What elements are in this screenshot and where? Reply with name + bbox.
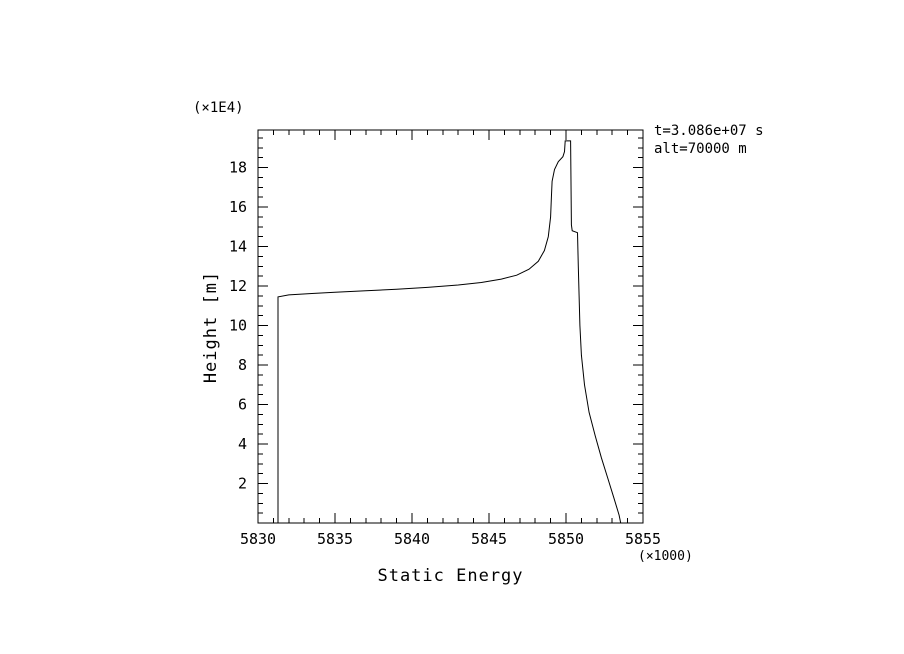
y-axis-unit-multiplier: (×1E4) bbox=[193, 100, 244, 116]
y-tick-label: 14 bbox=[229, 238, 247, 256]
y-tick-label: 6 bbox=[238, 396, 247, 414]
y-tick-label: 16 bbox=[229, 198, 247, 216]
annotation-time: t=3.086e+07 s bbox=[654, 123, 764, 139]
y-tick-label: 4 bbox=[238, 435, 247, 453]
y-tick-label: 12 bbox=[229, 277, 247, 295]
plot-frame bbox=[257, 129, 644, 524]
y-tick-label: 2 bbox=[238, 475, 247, 493]
annotation-block: t=3.086e+07 s alt=70000 m bbox=[654, 122, 764, 158]
x-tick-label: 5840 bbox=[394, 530, 430, 548]
x-tick-label: 5845 bbox=[471, 530, 507, 548]
x-tick-label: 5855 bbox=[625, 530, 661, 548]
y-tick-label: 10 bbox=[229, 317, 247, 335]
x-axis-unit-multiplier: (×1000) bbox=[638, 549, 693, 564]
x-tick-label: 5835 bbox=[317, 530, 353, 548]
y-tick-label: 8 bbox=[238, 356, 247, 374]
x-axis-title: Static Energy bbox=[377, 566, 524, 586]
x-tick-label: 5830 bbox=[240, 530, 276, 548]
y-tick-label: 18 bbox=[229, 159, 247, 177]
x-tick-label: 5850 bbox=[548, 530, 584, 548]
series-static-energy-profile bbox=[277, 140, 622, 524]
annotation-altitude: alt=70000 m bbox=[654, 141, 747, 157]
y-axis-title: Height [m] bbox=[201, 270, 221, 384]
